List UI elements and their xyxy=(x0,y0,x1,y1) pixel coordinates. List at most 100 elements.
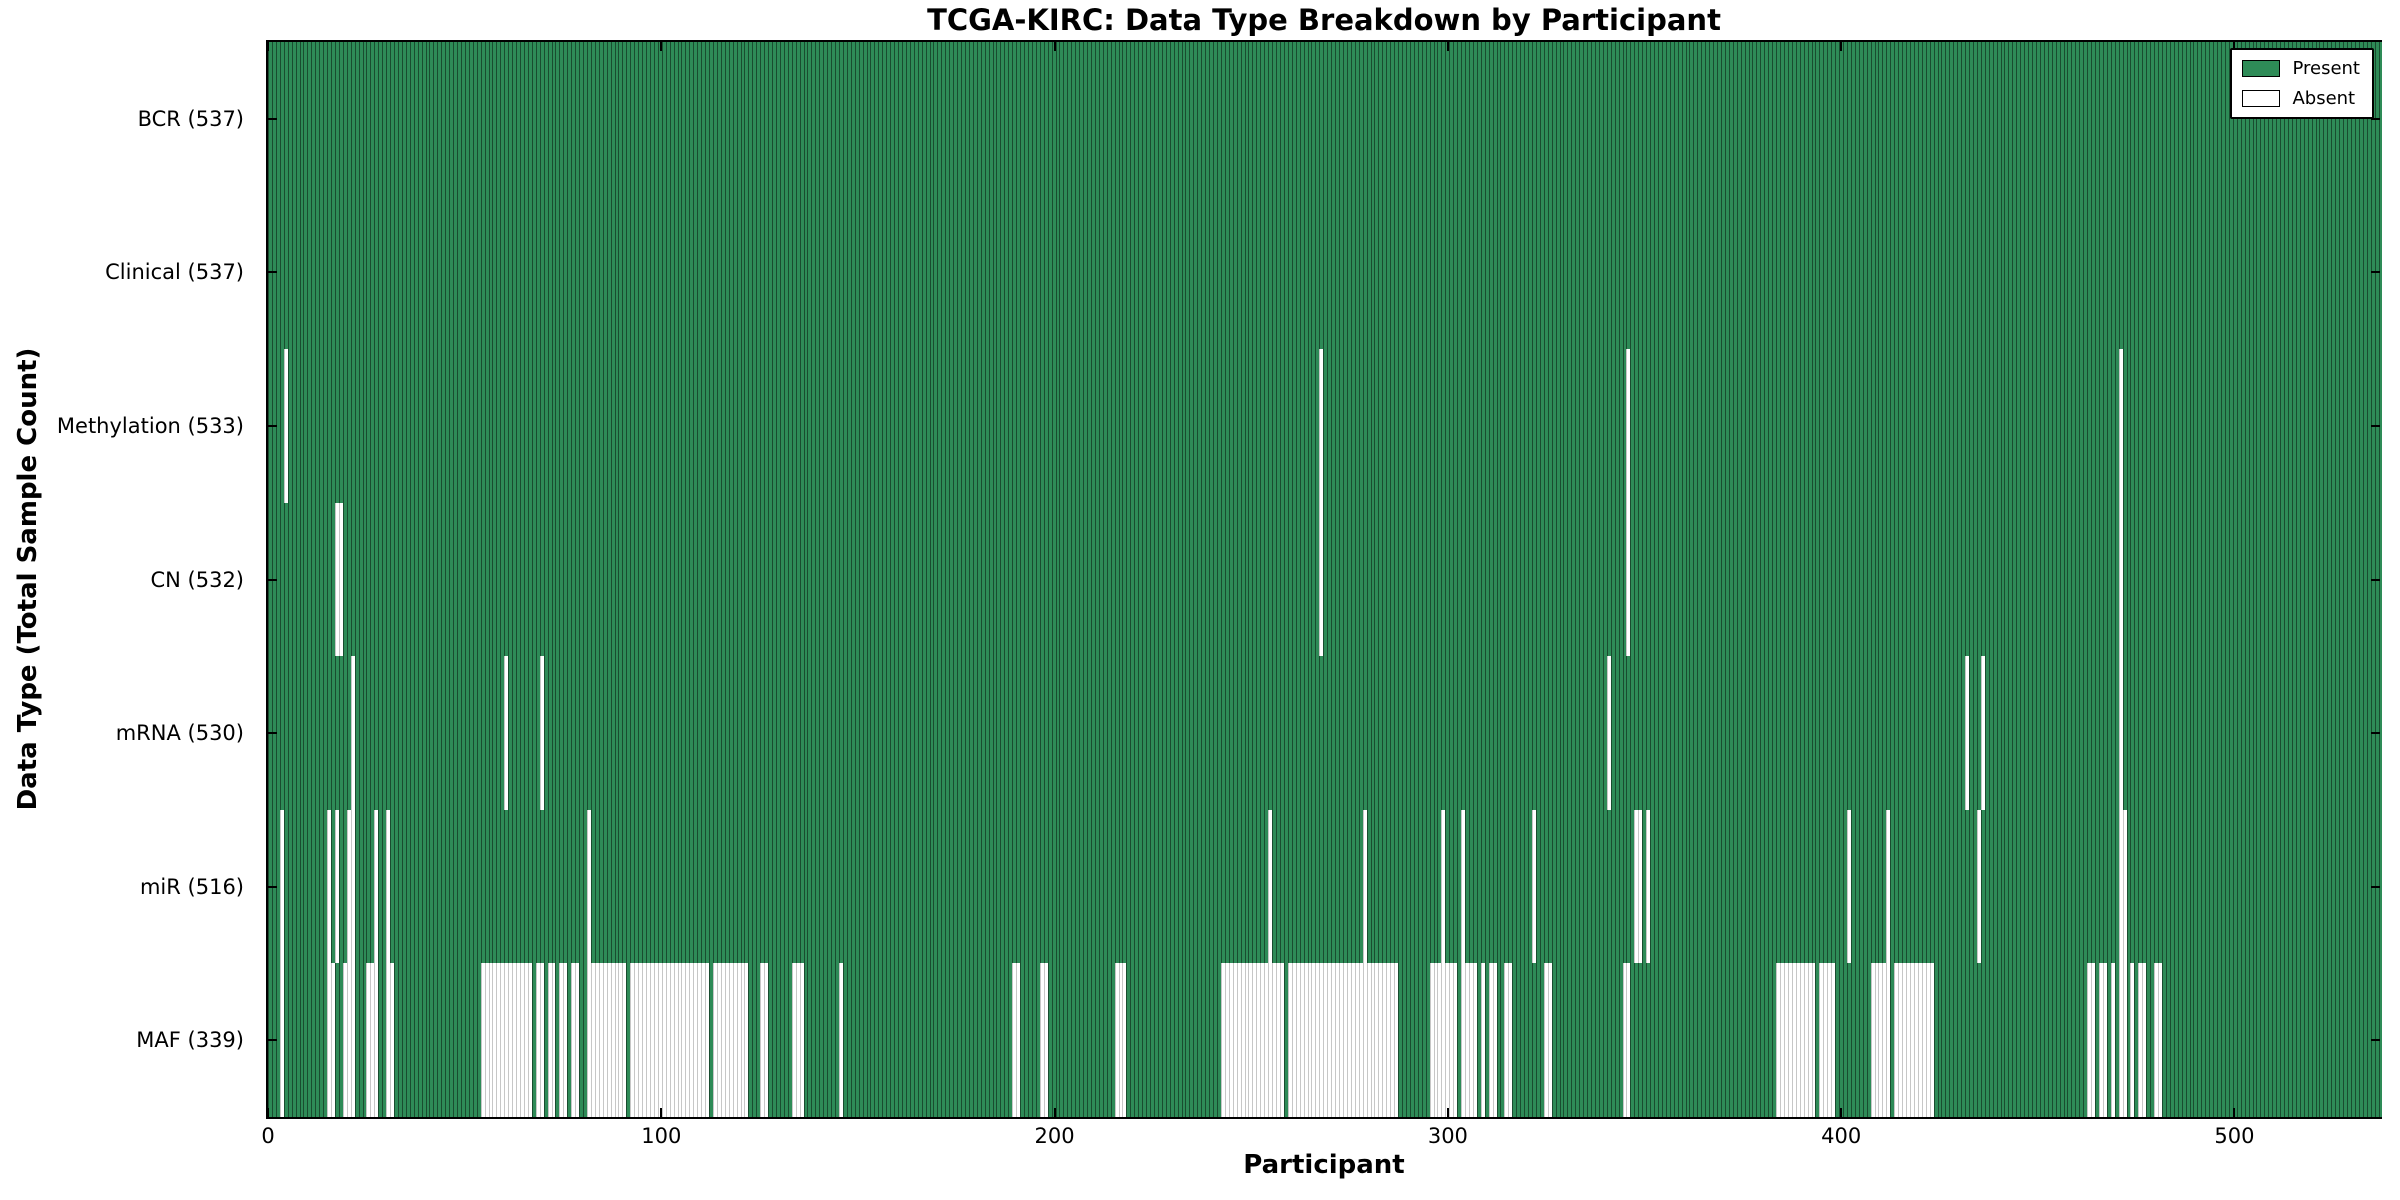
participant-bar xyxy=(366,963,371,1118)
participant-bar xyxy=(630,809,635,964)
participant-bar xyxy=(401,502,406,657)
participant-bar xyxy=(2319,502,2324,657)
participant-bar xyxy=(1311,502,1316,657)
participant-bar xyxy=(665,349,670,503)
participant-bar xyxy=(2008,502,2013,657)
participant-bar xyxy=(1957,195,1962,350)
participant-bar xyxy=(2032,195,2036,350)
participant-bar xyxy=(2311,502,2316,657)
participant-bar xyxy=(1815,349,1820,503)
participant-bar xyxy=(2280,349,2284,503)
participant-bar xyxy=(988,809,993,964)
participant-bar xyxy=(2217,349,2221,503)
participant-bar xyxy=(1169,656,1174,810)
participant-bar xyxy=(1787,195,1792,350)
participant-bar xyxy=(2315,809,2320,964)
participant-bar xyxy=(1386,195,1391,350)
participant-bar xyxy=(539,349,544,503)
participant-bar xyxy=(1114,195,1119,350)
participant-bar xyxy=(2256,809,2261,964)
participant-bar xyxy=(2221,349,2225,503)
participant-bar xyxy=(1370,195,1375,350)
participant-bar xyxy=(1839,42,1843,196)
participant-bar xyxy=(1350,502,1355,657)
participant-bar xyxy=(634,195,639,350)
participant-bar xyxy=(579,502,583,657)
participant-bar xyxy=(2059,809,2064,964)
participant-bar xyxy=(1697,502,1702,657)
participant-bar xyxy=(413,656,418,810)
participant-bar xyxy=(2185,195,2190,350)
participant-bar xyxy=(1220,809,1225,964)
participant-bar xyxy=(1870,809,1875,964)
participant-bar xyxy=(1764,809,1769,964)
participant-bar xyxy=(1240,42,1245,196)
participant-bar xyxy=(1626,656,1631,810)
participant-bar xyxy=(2177,963,2182,1118)
participant-bar xyxy=(1429,656,1434,810)
participant-bar xyxy=(602,42,607,196)
participant-bar xyxy=(2146,502,2151,657)
participant-bar xyxy=(953,502,958,657)
participant-bar xyxy=(1744,42,1749,196)
participant-bar xyxy=(890,195,895,350)
participant-bar xyxy=(484,195,489,350)
participant-bar xyxy=(2284,963,2288,1118)
participant-bar xyxy=(693,502,698,657)
participant-bar xyxy=(1398,502,1402,657)
participant-bar xyxy=(579,195,583,350)
participant-bar xyxy=(1472,656,1477,810)
participant-bar xyxy=(1902,42,1906,196)
participant-bar xyxy=(583,502,587,657)
participant-bar xyxy=(831,963,835,1118)
participant-bar xyxy=(1535,349,1540,503)
participant-bar xyxy=(1374,195,1379,350)
participant-bar xyxy=(2095,42,2099,196)
participant-bar xyxy=(716,195,721,350)
participant-bar xyxy=(527,502,532,657)
participant-bar xyxy=(653,42,658,196)
participant-bar xyxy=(1476,963,1481,1118)
participant-bar xyxy=(768,963,772,1118)
participant-bar xyxy=(1717,42,1721,196)
participant-bar xyxy=(1012,42,1017,196)
participant-bar xyxy=(1402,349,1406,503)
participant-bar xyxy=(2130,195,2135,350)
participant-bar xyxy=(1874,963,1879,1118)
participant-bar xyxy=(2335,656,2340,810)
participant-bar xyxy=(1772,42,1777,196)
participant-bar xyxy=(953,195,958,350)
participant-bar xyxy=(1587,963,1591,1118)
participant-bar xyxy=(1874,809,1879,964)
participant-bar xyxy=(858,195,863,350)
participant-bar xyxy=(1591,349,1595,503)
participant-bar xyxy=(1823,809,1828,964)
participant-bar xyxy=(1902,195,1906,350)
participant-bar xyxy=(1327,963,1332,1118)
x-tick-mark xyxy=(2233,1108,2236,1117)
participant-bar xyxy=(1012,656,1017,810)
participant-bar xyxy=(468,195,473,350)
participant-bar xyxy=(551,809,556,964)
participant-bar xyxy=(1197,502,1202,657)
participant-bar xyxy=(1949,195,1954,350)
participant-bar xyxy=(685,656,690,810)
participant-bar xyxy=(2130,349,2135,503)
participant-bar xyxy=(382,656,387,810)
participant-bar xyxy=(295,809,300,964)
participant-bar xyxy=(689,963,694,1118)
participant-bar xyxy=(1992,963,1997,1118)
participant-bar xyxy=(2110,42,2115,196)
participant-bar xyxy=(1642,809,1647,964)
participant-bar xyxy=(1405,349,1410,503)
participant-bar xyxy=(1122,809,1127,964)
participant-bar xyxy=(1728,656,1733,810)
participant-bar xyxy=(1264,349,1269,503)
participant-bar xyxy=(1870,502,1875,657)
participant-bar xyxy=(1114,809,1119,964)
participant-bar xyxy=(583,349,587,503)
participant-bar xyxy=(941,963,946,1118)
participant-bar xyxy=(1453,502,1458,657)
participant-bar xyxy=(547,963,552,1118)
participant-bar xyxy=(913,656,918,810)
